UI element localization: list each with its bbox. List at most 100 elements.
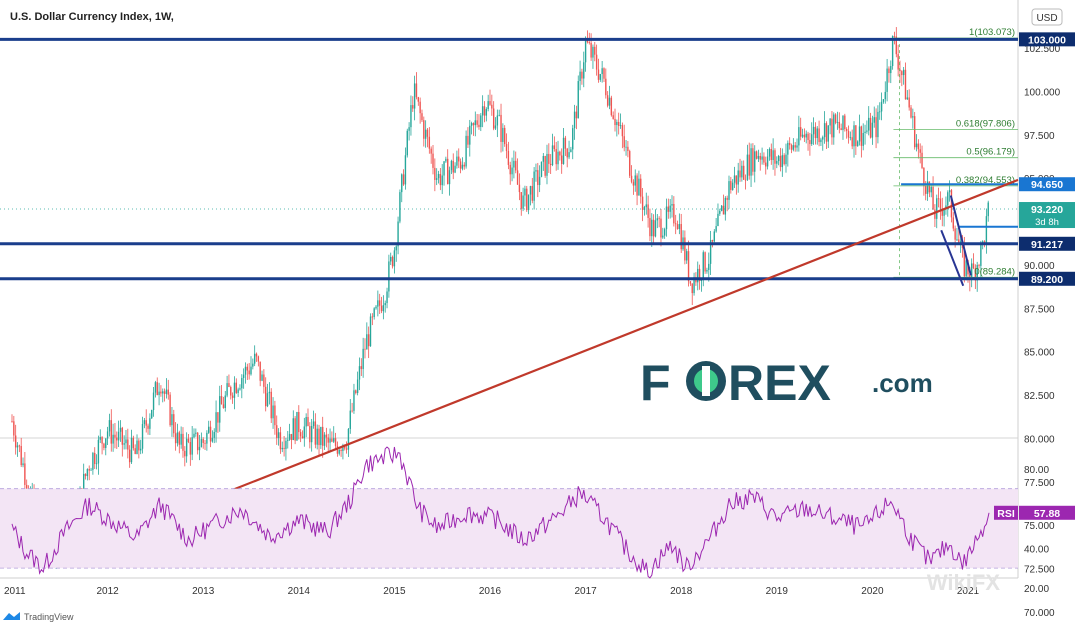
currency-badge[interactable]: [1031, 8, 1063, 26]
candle-body: [932, 187, 934, 210]
candle-body: [404, 155, 407, 185]
candle-body: [976, 265, 978, 281]
fib-label: 1(103.073): [969, 27, 1015, 38]
candle-body: [274, 405, 276, 426]
candle-body: [527, 194, 530, 211]
candle-body: [246, 366, 249, 371]
flag-line[interactable]: [949, 195, 972, 276]
candle-body: [208, 426, 210, 433]
level-label: 94.650: [1031, 179, 1063, 191]
candle-body: [766, 156, 769, 167]
candle-body: [94, 452, 96, 464]
candle-body: [869, 117, 872, 138]
candle-body: [974, 268, 977, 281]
candle-body: [375, 306, 377, 309]
candle-body: [739, 170, 741, 178]
level-label: 103.000: [1028, 34, 1066, 46]
rsi-value-label: 57.88: [1034, 508, 1060, 520]
rsi-indicator: 80.00 40.00 20.00 RSI 57.88: [0, 446, 1075, 595]
candle-body: [855, 125, 857, 147]
candle-body: [421, 113, 423, 121]
candle-body: [941, 208, 943, 216]
candle-body: [726, 197, 728, 200]
candle-body: [693, 277, 695, 294]
candle-body: [182, 433, 184, 451]
candle-body: [322, 426, 324, 446]
candle-body: [757, 155, 760, 159]
candle-body: [899, 69, 901, 72]
candle-body: [143, 420, 146, 425]
candle-body: [351, 410, 353, 412]
candle-body: [211, 437, 214, 442]
rsi-line: [11, 446, 990, 579]
candle-body: [320, 426, 322, 446]
candle-body: [239, 388, 241, 390]
rsi-value-badge: [1019, 505, 1075, 520]
candle-body: [448, 170, 451, 185]
candle-body: [356, 379, 359, 393]
candle-body: [526, 188, 528, 211]
candle-body: [402, 174, 405, 185]
candle-body: [257, 356, 260, 362]
candle-body: [800, 127, 802, 137]
current-price-label: 93.220: [1031, 204, 1063, 216]
candle-body: [112, 434, 114, 444]
flag-line[interactable]: [940, 229, 965, 287]
candle-body: [507, 150, 510, 165]
candle-body: [663, 229, 666, 236]
candle-body: [279, 432, 282, 450]
candle-body: [250, 366, 252, 375]
candle-body: [926, 181, 929, 194]
candle-body: [476, 120, 478, 125]
candle-body: [84, 473, 87, 477]
candle-body: [16, 445, 19, 448]
candle-body: [595, 54, 598, 70]
candle-body: [119, 427, 122, 432]
candle-body: [698, 268, 701, 282]
time-axis: 2011 2012 2013 2014 2015 2016 2017 2018 2019 2020…: [4, 586, 980, 597]
candle-body: [687, 251, 690, 282]
candle-body: [110, 420, 112, 444]
candle-body: [90, 469, 92, 471]
candle-body: [535, 170, 537, 172]
candle-body: [625, 146, 627, 148]
candle-body: [299, 432, 302, 437]
candle-body: [788, 142, 791, 146]
candle-body: [323, 434, 326, 446]
candle-body: [674, 223, 677, 225]
candle-body: [325, 434, 328, 438]
candle-body: [730, 181, 732, 190]
candle-body: [378, 300, 381, 306]
price-tick-label: 90.000: [1024, 261, 1055, 272]
candle-body: [116, 437, 118, 441]
candle-body: [882, 99, 885, 102]
candle-body: [750, 148, 752, 176]
bar-countdown: 3d 8h: [1035, 217, 1059, 228]
candle-body: [590, 42, 592, 58]
candle-body: [86, 469, 89, 477]
price-tick-label: 80.000: [1024, 434, 1055, 445]
candle-body: [522, 195, 524, 209]
candle-body: [594, 46, 596, 55]
time-tick-label: 2011: [4, 586, 26, 597]
candle-body: [345, 448, 348, 450]
candle-body: [621, 125, 624, 137]
candle-body: [597, 69, 600, 80]
candle-body: [939, 198, 942, 209]
candle-body: [561, 155, 563, 164]
candle-body: [879, 111, 881, 113]
candle-body: [434, 167, 436, 180]
rsi-tick-label: 20.00: [1024, 584, 1049, 595]
candle-body: [121, 427, 124, 445]
candle-body: [794, 145, 796, 148]
candle-body: [158, 391, 160, 395]
candle-body: [498, 114, 500, 116]
candle-body: [340, 449, 342, 451]
candle-body: [544, 156, 546, 176]
candle-body: [779, 155, 782, 168]
candle-body: [866, 130, 868, 132]
candle-body: [891, 35, 894, 67]
candle-body: [785, 154, 787, 165]
tradingview-brand[interactable]: TradingView: [3, 612, 74, 622]
candle-body: [706, 269, 708, 272]
